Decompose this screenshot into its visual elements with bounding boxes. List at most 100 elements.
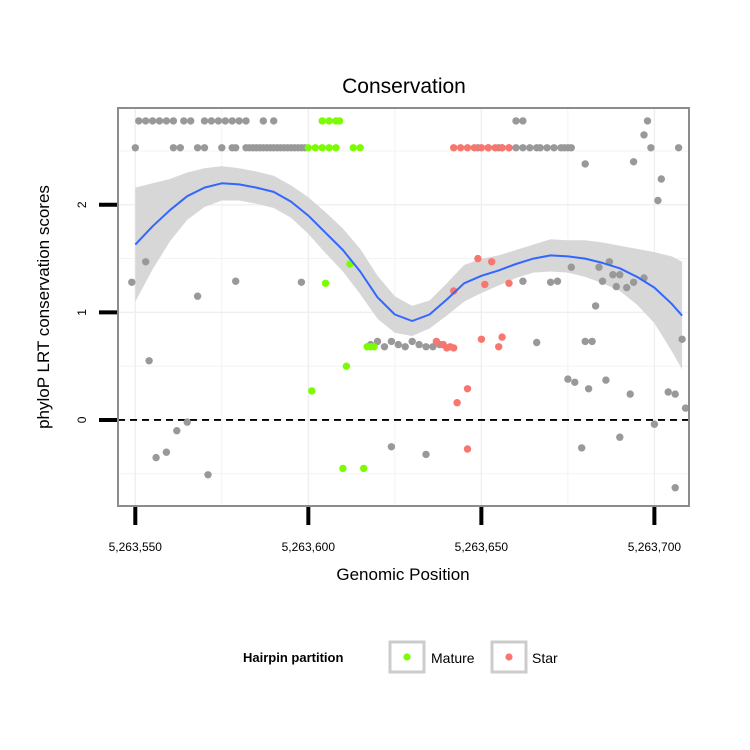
point-mature bbox=[342, 362, 351, 370]
point-star bbox=[450, 287, 458, 295]
point-other bbox=[207, 117, 216, 125]
point-star bbox=[453, 399, 461, 407]
point-other bbox=[512, 144, 520, 152]
point-other bbox=[578, 444, 586, 452]
point-other bbox=[657, 175, 665, 183]
point-other bbox=[571, 378, 579, 386]
point-star bbox=[505, 279, 513, 287]
point-other bbox=[415, 340, 423, 349]
point-other bbox=[176, 144, 184, 152]
legend-dot-mature bbox=[403, 653, 411, 661]
point-other bbox=[543, 144, 551, 152]
point-other bbox=[581, 337, 589, 346]
point-other bbox=[588, 337, 596, 346]
point-mature bbox=[318, 144, 326, 152]
point-other bbox=[616, 271, 624, 279]
point-other bbox=[169, 144, 178, 152]
smooth-line bbox=[134, 182, 683, 322]
point-other bbox=[519, 144, 527, 152]
point-mature bbox=[321, 279, 330, 287]
point-other bbox=[519, 117, 527, 125]
point-star bbox=[477, 335, 486, 343]
point-star bbox=[463, 144, 472, 152]
point-other bbox=[204, 471, 212, 479]
point-other bbox=[380, 343, 389, 351]
point-star bbox=[432, 337, 441, 346]
point-other bbox=[232, 144, 240, 152]
point-other bbox=[422, 450, 430, 459]
point-other bbox=[629, 278, 638, 286]
x-axis: 5,263,550 5,263,600 5,263,650 5,263,700 bbox=[109, 507, 682, 554]
point-star bbox=[488, 258, 496, 266]
point-mature bbox=[339, 464, 347, 473]
point-other bbox=[152, 453, 160, 462]
legend-key-mature bbox=[388, 640, 426, 674]
point-other bbox=[297, 278, 306, 286]
point-other bbox=[640, 131, 648, 139]
point-other bbox=[616, 433, 624, 441]
point-star bbox=[463, 385, 472, 393]
point-other bbox=[148, 117, 157, 125]
point-other bbox=[567, 263, 575, 271]
point-other bbox=[173, 427, 181, 435]
point-other bbox=[664, 388, 672, 396]
point-other bbox=[681, 404, 690, 412]
y-axis-title: phyloP LRT conservation scores bbox=[34, 185, 53, 429]
point-other bbox=[553, 277, 562, 285]
point-other bbox=[235, 117, 243, 125]
point-other bbox=[232, 277, 240, 285]
point-other bbox=[643, 117, 652, 125]
point-other bbox=[567, 144, 575, 152]
point-star bbox=[463, 445, 472, 453]
point-other bbox=[128, 278, 136, 286]
y-tick-label: 1 bbox=[75, 309, 89, 316]
point-other bbox=[602, 376, 610, 384]
point-mature bbox=[304, 144, 312, 152]
point-other bbox=[408, 337, 416, 346]
point-star bbox=[456, 144, 465, 152]
point-mature bbox=[325, 117, 333, 125]
point-other bbox=[629, 158, 638, 166]
x-tick-label: 5,263,700 bbox=[628, 540, 682, 554]
point-other bbox=[200, 144, 209, 152]
point-other bbox=[401, 343, 409, 351]
point-other bbox=[671, 390, 679, 398]
point-other bbox=[678, 335, 686, 343]
point-other bbox=[519, 277, 527, 285]
point-other bbox=[180, 117, 188, 125]
point-other bbox=[142, 258, 150, 266]
point-other bbox=[394, 340, 402, 349]
legend-item-mature: Mature bbox=[388, 640, 475, 674]
point-other bbox=[647, 144, 655, 152]
point-other bbox=[429, 343, 437, 351]
point-other bbox=[546, 278, 555, 286]
point-mature bbox=[335, 117, 344, 125]
point-star bbox=[450, 144, 458, 152]
point-other bbox=[422, 343, 430, 351]
point-mature bbox=[360, 464, 368, 473]
point-other bbox=[609, 271, 617, 279]
point-star bbox=[450, 344, 458, 352]
point-other bbox=[228, 117, 236, 125]
plot-panel bbox=[117, 107, 690, 507]
point-mature bbox=[356, 144, 364, 152]
point-other bbox=[200, 117, 209, 125]
point-other bbox=[584, 385, 593, 393]
point-star bbox=[505, 144, 513, 152]
point-other bbox=[221, 117, 229, 125]
point-other bbox=[135, 117, 143, 125]
legend: Hairpin partition Mature Star bbox=[243, 640, 558, 674]
point-other bbox=[612, 282, 620, 291]
x-axis-title: Genomic Position bbox=[336, 565, 469, 584]
point-other bbox=[214, 117, 223, 125]
point-star bbox=[498, 144, 506, 152]
point-mature bbox=[370, 343, 378, 351]
point-other bbox=[591, 302, 600, 310]
point-other bbox=[512, 117, 520, 125]
point-other bbox=[162, 448, 171, 456]
point-other bbox=[387, 443, 396, 451]
point-mature bbox=[308, 387, 316, 395]
point-other bbox=[526, 144, 534, 152]
point-other bbox=[533, 338, 541, 347]
point-other bbox=[626, 390, 634, 398]
